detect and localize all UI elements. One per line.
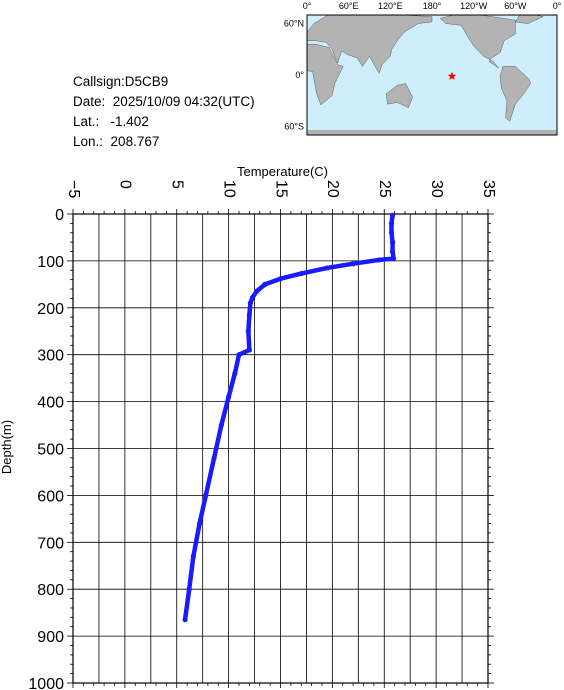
station-marker-icon xyxy=(447,71,457,80)
y-tick-label: 200 xyxy=(37,301,64,318)
data-point xyxy=(246,347,252,353)
callsign-row: Callsign:D5CB9 xyxy=(73,72,255,92)
y-tick-label: 600 xyxy=(37,488,64,505)
data-point xyxy=(245,328,251,334)
map-land-antarctica xyxy=(307,129,557,135)
map-lon-label: 120°E xyxy=(378,1,403,11)
date-label: Date: xyxy=(73,94,106,109)
date-row: Date: 2025/10/09 04:32(UTC) xyxy=(73,92,255,112)
data-point xyxy=(211,455,217,461)
date-value: 2025/10/09 04:32(UTC) xyxy=(112,94,255,109)
map-land-australia xyxy=(385,83,413,108)
data-point xyxy=(389,212,396,219)
x-tick-label: −5 xyxy=(65,180,82,198)
data-point xyxy=(388,220,395,226)
data-point xyxy=(389,239,396,245)
map-lat-label: 60°S xyxy=(284,121,304,131)
data-point xyxy=(324,265,330,271)
y-tick-label: 100 xyxy=(37,254,64,271)
y-tick-label: 300 xyxy=(37,348,64,365)
data-point xyxy=(350,261,356,267)
x-tick-label: 5 xyxy=(169,180,186,189)
data-point xyxy=(277,276,284,282)
callsign-value: D5CB9 xyxy=(124,74,169,89)
data-point xyxy=(376,257,382,263)
y-tick-label: 900 xyxy=(37,629,64,646)
map-lat-label: 0° xyxy=(295,70,304,80)
x-tick-label: 10 xyxy=(220,180,237,198)
x-axis-title: Temperature(C) xyxy=(237,164,328,179)
data-point xyxy=(249,294,256,301)
callsign-label: Callsign: xyxy=(73,74,125,89)
map-lon-label: 60°E xyxy=(339,1,359,11)
lat-label: Lat.: xyxy=(73,114,100,129)
map-lon-label: 0° xyxy=(303,1,312,11)
data-point xyxy=(262,281,268,287)
data-point xyxy=(254,288,260,294)
y-tick-label: 700 xyxy=(37,535,64,552)
station-info: Callsign:D5CB9 Date: 2025/10/09 04:32(UT… xyxy=(73,72,255,152)
y-tick-label: 400 xyxy=(37,395,64,412)
lon-row: Lon.: 208.767 xyxy=(73,132,255,152)
data-point xyxy=(186,586,192,592)
lon-value: 208.767 xyxy=(110,134,160,149)
data-point xyxy=(298,270,304,277)
map-lon-label: 180° xyxy=(423,1,442,11)
data-point xyxy=(388,230,395,236)
lon-label: Lon.: xyxy=(73,134,104,149)
data-point xyxy=(226,394,232,400)
x-tick-label: 15 xyxy=(272,180,289,198)
map-land-greenland xyxy=(515,14,544,24)
x-tick-label: 20 xyxy=(324,180,341,198)
y-tick-label: 500 xyxy=(37,442,64,459)
data-point xyxy=(196,520,203,527)
data-point xyxy=(389,248,396,255)
y-tick-label: 800 xyxy=(37,582,64,599)
location-map: 0° 60°E 120°E 180° 120°W 60°W 0° 60°N 0° 60°S xyxy=(284,1,562,136)
data-point xyxy=(182,617,188,623)
x-tick-label: 35 xyxy=(480,180,497,198)
map-lon-label: 0° xyxy=(553,1,562,11)
map-lon-label: 60°W xyxy=(504,1,527,11)
map-land-north-america xyxy=(439,14,516,69)
map-frame xyxy=(306,14,558,136)
temperature-profile-line xyxy=(182,213,396,622)
data-point xyxy=(246,312,252,318)
lat-value: -1.402 xyxy=(110,114,149,129)
data-point xyxy=(232,370,238,377)
y-tick-label: 1000 xyxy=(28,676,64,690)
map-land-africa xyxy=(306,43,344,106)
map-lat-label: 60°N xyxy=(284,19,304,29)
x-tick-label: 25 xyxy=(376,180,393,198)
y-axis-title: Depth(m) xyxy=(0,420,14,474)
y-tick-label: 0 xyxy=(55,207,64,224)
x-tick-label: 0 xyxy=(117,180,134,189)
data-point xyxy=(236,352,242,358)
data-point xyxy=(390,255,397,262)
lat-row: Lat.: -1.402 xyxy=(73,112,255,132)
data-point xyxy=(203,492,209,498)
x-tick-label: 30 xyxy=(428,180,445,198)
data-point xyxy=(190,553,196,559)
map-land-south-america xyxy=(499,66,531,122)
data-point xyxy=(218,422,224,428)
data-point xyxy=(247,300,254,306)
map-lon-label: 120°W xyxy=(460,1,488,11)
